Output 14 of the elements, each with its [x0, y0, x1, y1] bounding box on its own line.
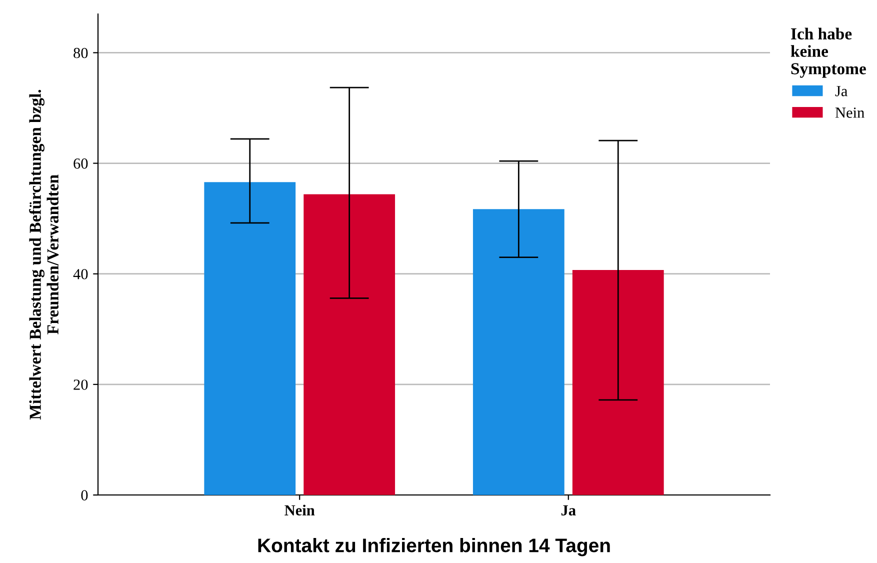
y-tick-label: 40	[73, 268, 88, 280]
y-tick-label: 60	[74, 158, 88, 169]
x-axis-title: Kontakt zu Infizierten binnen 14 Tagen	[258, 538, 610, 556]
y-tick-label: 80	[74, 48, 88, 58]
legend-label: Nein	[835, 108, 864, 118]
bar	[472, 209, 564, 495]
bar	[204, 182, 296, 495]
y-tick-label: 0	[81, 490, 88, 500]
bar	[304, 194, 396, 495]
legend-label: Ja	[835, 86, 848, 96]
legend-title: Ich habe keine Symptome	[790, 28, 866, 78]
bar	[572, 270, 664, 495]
y-axis-title: Mittelwert Belastung und Befürchtungen bzgl. Freunden/Verwandten	[29, 90, 59, 420]
y-tick-label: 20	[74, 380, 88, 390]
